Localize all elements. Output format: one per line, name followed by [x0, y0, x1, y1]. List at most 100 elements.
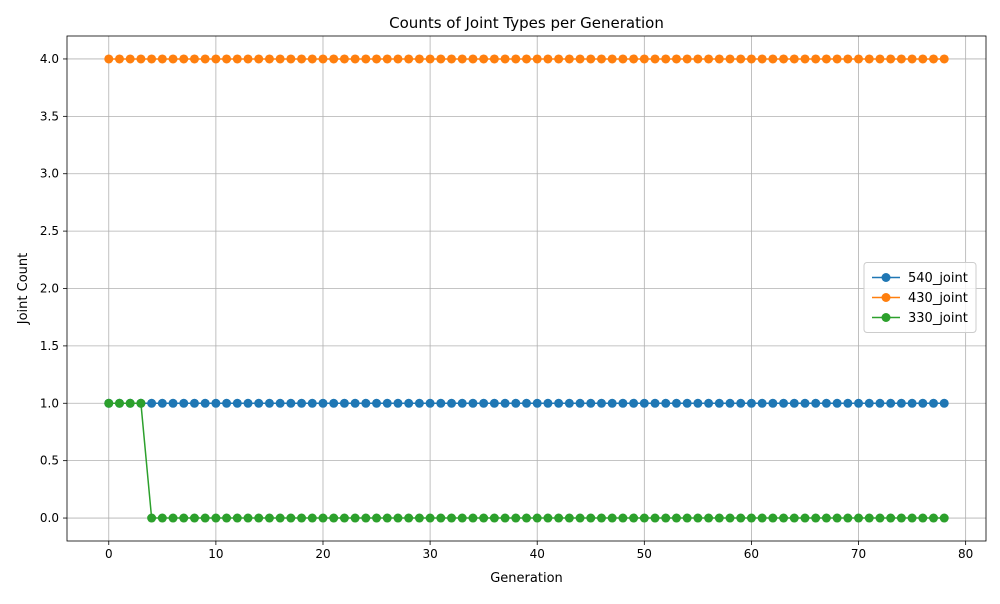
data-point [768, 513, 778, 523]
data-point [939, 54, 949, 64]
data-point [918, 513, 928, 523]
data-point [757, 513, 767, 523]
data-point [843, 398, 853, 408]
data-point [586, 398, 596, 408]
data-point [671, 54, 681, 64]
data-point [854, 398, 864, 408]
data-point [789, 513, 799, 523]
y-axis-ticks: 0.0 0.5 1.0 1.5 2.0 2.5 3.0 3.5 4.0 [40, 52, 67, 525]
data-point [532, 398, 542, 408]
data-point [307, 513, 317, 523]
data-point [821, 513, 831, 523]
data-point [114, 54, 124, 64]
data-point [821, 398, 831, 408]
data-point [372, 513, 382, 523]
data-point [522, 54, 531, 64]
data-point [479, 398, 489, 408]
data-point [768, 54, 778, 64]
data-point [875, 398, 885, 408]
data-point [157, 398, 167, 408]
data-point [297, 513, 307, 523]
data-point [447, 54, 457, 64]
data-point [479, 513, 489, 523]
data-point [661, 513, 671, 523]
data-point [468, 54, 478, 64]
data-point [254, 513, 264, 523]
data-point [564, 398, 574, 408]
x-tick-label: 60 [744, 547, 759, 561]
data-point [779, 398, 789, 408]
data-point [500, 54, 510, 64]
data-point [725, 54, 735, 64]
data-point [564, 54, 574, 64]
data-point [414, 398, 424, 408]
data-point [543, 398, 553, 408]
legend: 540_joint 430_joint 330_joint [863, 262, 977, 333]
data-point [714, 54, 724, 64]
data-point [136, 398, 146, 408]
y-tick-label: 3.0 [40, 167, 59, 181]
data-point [811, 513, 821, 523]
data-point [350, 513, 360, 523]
x-axis-ticks: 0 10 20 30 40 50 60 70 80 [105, 541, 973, 561]
data-point [821, 54, 831, 64]
data-point [939, 513, 949, 523]
legend-label: 540_joint [908, 271, 968, 286]
data-point [436, 513, 446, 523]
data-point [125, 54, 135, 64]
data-point [532, 513, 542, 523]
data-point [318, 513, 328, 523]
data-point [361, 54, 371, 64]
data-point [618, 54, 628, 64]
data-point [254, 398, 264, 408]
data-point [157, 513, 167, 523]
x-tick-label: 0 [105, 547, 113, 561]
data-point [297, 398, 307, 408]
x-tick-label: 40 [530, 547, 545, 561]
data-point [864, 54, 874, 64]
data-point [147, 398, 157, 408]
data-point [393, 398, 403, 408]
data-point [211, 513, 221, 523]
y-tick-label: 1.0 [40, 396, 59, 410]
data-point [264, 398, 274, 408]
series-lines [104, 54, 949, 523]
data-point [404, 513, 414, 523]
legend-item-540_joint: 540_joint [872, 271, 968, 286]
data-point [447, 513, 457, 523]
data-point [318, 54, 328, 64]
data-point [586, 513, 596, 523]
data-point [211, 398, 221, 408]
data-point [875, 54, 885, 64]
data-point [500, 513, 510, 523]
data-point [661, 54, 671, 64]
data-point [671, 513, 681, 523]
data-point [275, 398, 285, 408]
data-point [650, 54, 660, 64]
x-tick-label: 50 [637, 547, 652, 561]
data-point [297, 54, 307, 64]
data-point [639, 513, 649, 523]
data-point [714, 513, 724, 523]
data-point [414, 513, 424, 523]
data-point [575, 398, 585, 408]
data-point [425, 398, 435, 408]
x-tick-label: 20 [315, 547, 330, 561]
data-point [286, 54, 296, 64]
data-point [147, 513, 157, 523]
data-point [532, 54, 542, 64]
data-point [168, 513, 178, 523]
data-point [693, 54, 703, 64]
data-point [307, 54, 317, 64]
data-point [382, 398, 392, 408]
data-point [243, 513, 253, 523]
data-point [596, 398, 606, 408]
data-point [457, 398, 467, 408]
legend-marker [881, 313, 891, 322]
data-point [479, 54, 489, 64]
legend-label: 330_joint [908, 311, 968, 326]
x-tick-label: 10 [208, 547, 223, 561]
x-tick-label: 30 [422, 547, 437, 561]
data-point [618, 398, 628, 408]
y-tick-label: 2.0 [40, 282, 59, 296]
